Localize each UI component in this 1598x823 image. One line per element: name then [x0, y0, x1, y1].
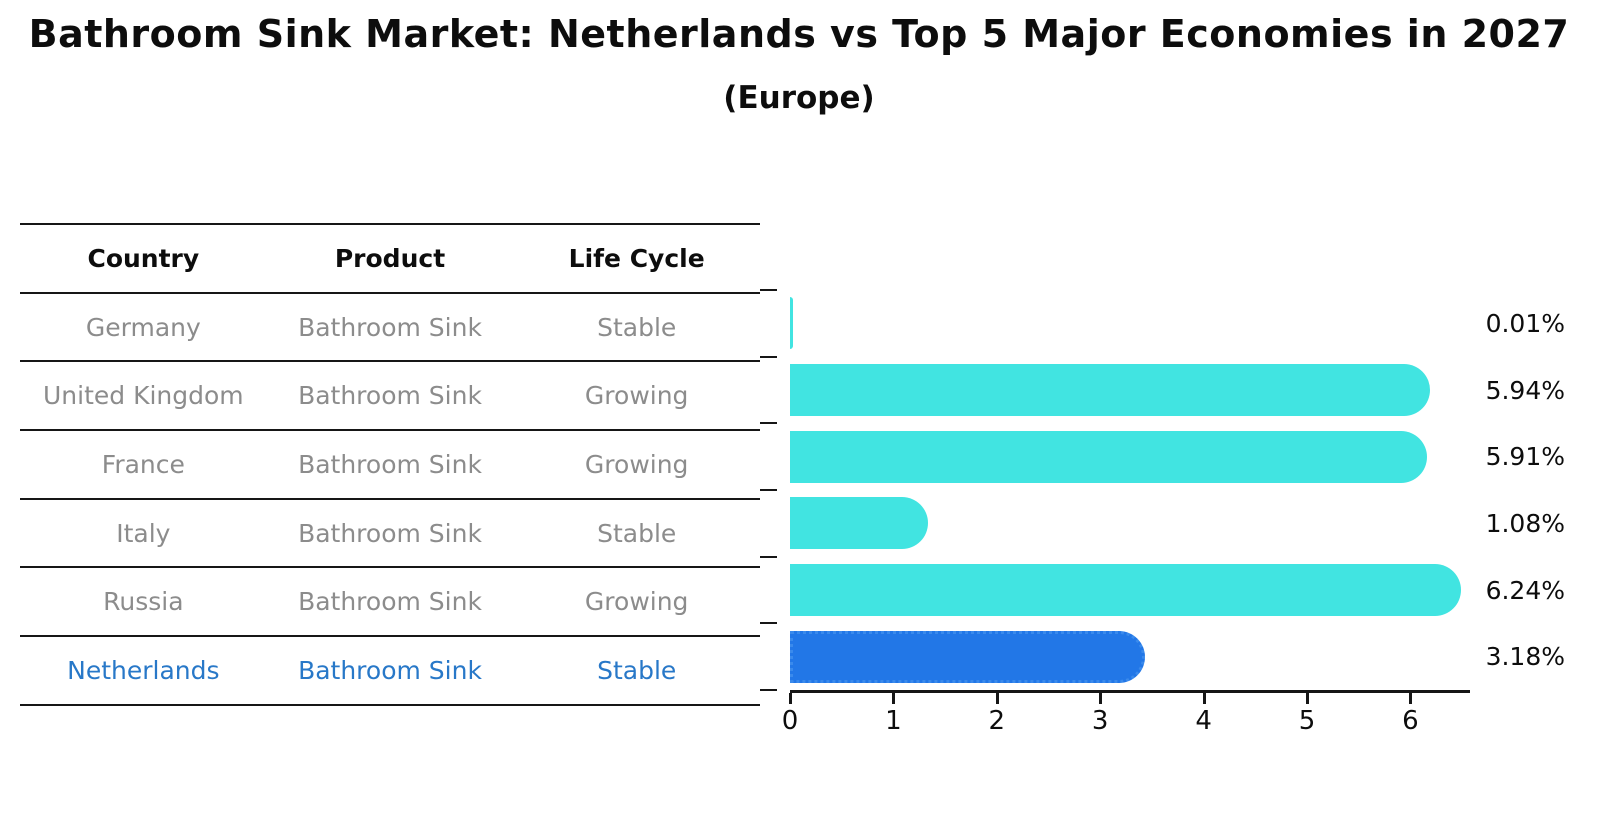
x-tick-label: 4 — [1195, 706, 1212, 736]
cell-product: Bathroom Sink — [298, 312, 482, 342]
x-tick — [892, 693, 896, 704]
cell-country: Italy — [116, 518, 171, 548]
value-label-germany: 0.01% — [1485, 308, 1565, 338]
cell-country: Netherlands — [67, 655, 220, 685]
y-tick — [760, 355, 777, 358]
value-label-united-kingdom: 5.94% — [1485, 375, 1565, 405]
value-labels: 0.01% 5.94% 5.91% 1.08% 6.24% 3.18% — [1446, 290, 1565, 690]
x-tick — [1409, 693, 1413, 704]
y-tick — [760, 689, 777, 691]
x-tick — [1306, 693, 1309, 704]
bar-italy — [790, 497, 928, 550]
cell-life-cycle: Growing — [584, 587, 689, 617]
table-row-italy: Italy Bathroom Sink Stable — [20, 500, 760, 569]
table-row-france: France Bathroom Sink Growing — [20, 431, 760, 500]
y-tick — [760, 622, 777, 625]
x-tick-label: 3 — [1091, 706, 1109, 736]
x-tick-label: 5 — [1298, 706, 1316, 736]
x-tick — [789, 693, 792, 704]
cell-life-cycle: Stable — [597, 518, 677, 548]
bar-france — [790, 430, 1428, 483]
cell-product: Bathroom Sink — [298, 381, 482, 411]
value-label-france: 5.91% — [1485, 442, 1565, 472]
cell-life-cycle: Growing — [584, 449, 689, 479]
cell-product: Bathroom Sink — [298, 518, 482, 548]
y-tick — [760, 289, 777, 291]
y-tick — [760, 422, 777, 425]
header-country: Country — [87, 243, 200, 273]
cell-product: Bathroom Sink — [298, 655, 482, 685]
table-header-row: Country Product Life Cycle — [20, 225, 760, 294]
bar-germany — [790, 297, 793, 350]
header-life-cycle: Life Cycle — [568, 243, 705, 273]
bar-netherlands — [790, 630, 1145, 683]
x-tick — [1202, 693, 1206, 704]
table-row-russia: Russia Bathroom Sink Growing — [20, 568, 760, 638]
header-product: Product — [334, 243, 446, 273]
table-row-germany: Germany Bathroom Sink Stable — [20, 294, 760, 363]
chart-title: Bathroom Sink Market: Netherlands vs Top… — [28, 12, 1570, 56]
x-tick — [995, 693, 999, 704]
y-tick — [760, 489, 777, 491]
x-tick-label: 2 — [988, 706, 1006, 736]
cell-country: France — [101, 449, 185, 479]
bar-united-kingdom — [790, 364, 1431, 416]
cell-product: Bathroom Sink — [298, 587, 482, 617]
country-table: Country Product Life Cycle Germany Bathro… — [20, 223, 760, 706]
cell-life-cycle: Stable — [597, 312, 677, 342]
cell-country: Germany — [85, 312, 201, 342]
value-label-italy: 1.08% — [1485, 508, 1565, 538]
table-body: Germany Bathroom Sink Stable United Kingdom… — [20, 294, 760, 706]
cell-life-cycle: Stable — [597, 655, 677, 685]
x-tick-label: 0 — [781, 706, 799, 736]
x-tick-label: 6 — [1402, 706, 1419, 736]
bar-russia — [790, 564, 1462, 616]
cell-country: United Kingdom — [43, 381, 244, 411]
x-tick — [1099, 693, 1103, 704]
x-axis-line — [790, 690, 1470, 693]
cell-product: Bathroom Sink — [298, 449, 482, 479]
bar-plot: 0 1 2 3 4 5 6 — [760, 289, 1470, 736]
x-tick-label: 1 — [885, 706, 902, 736]
y-tick — [760, 555, 777, 558]
table-row-united-kingdom: United Kingdom Bathroom Sink Growing — [20, 362, 760, 432]
value-label-netherlands: 3.18% — [1485, 642, 1565, 672]
chart-subtitle: (Europe) — [723, 80, 875, 116]
value-label-russia: 6.24% — [1485, 575, 1565, 605]
cell-life-cycle: Growing — [584, 381, 689, 411]
table-row-netherlands: Netherlands Bathroom Sink Stable — [20, 637, 760, 706]
cell-country: Russia — [103, 587, 184, 617]
